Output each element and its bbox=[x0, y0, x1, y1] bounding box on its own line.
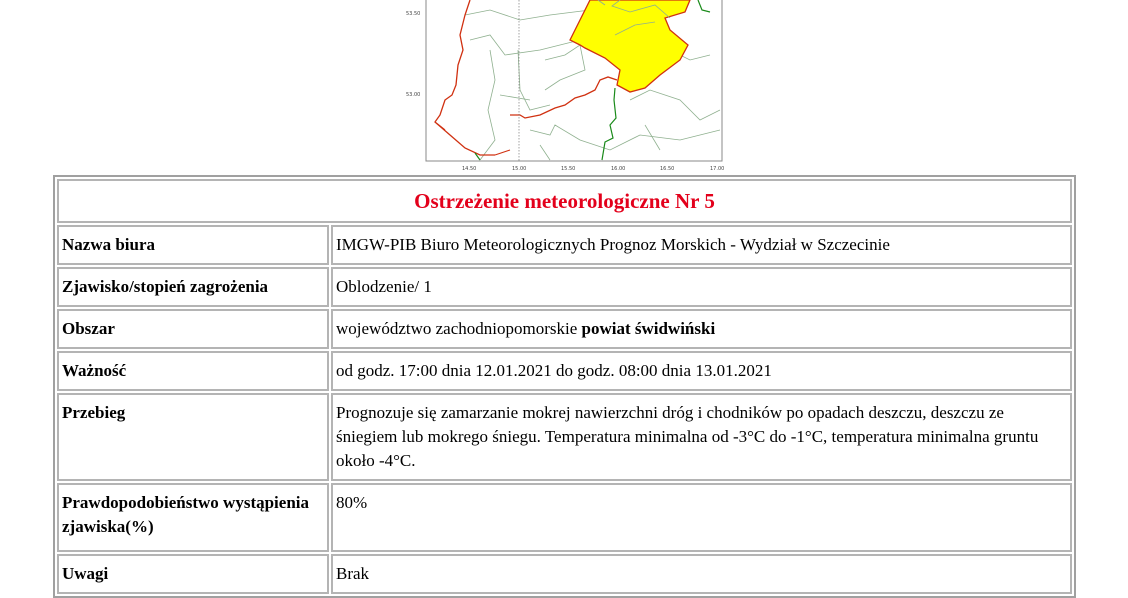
table-row: Prawdopodobieństwo wystąpienia zjawiska(… bbox=[57, 483, 1072, 552]
voivodeship-border bbox=[434, 0, 495, 156]
row-label: Nazwa biura bbox=[57, 225, 329, 265]
table-row: Ważność od godz. 17:00 dnia 12.01.2021 d… bbox=[57, 351, 1072, 391]
x-tick: 15.00 bbox=[512, 166, 526, 172]
x-tick: 14.50 bbox=[462, 166, 476, 172]
row-value: Brak bbox=[331, 554, 1072, 594]
x-tick: 16.00 bbox=[611, 166, 625, 172]
x-tick: 16.50 bbox=[660, 166, 674, 172]
region-border-green bbox=[601, 87, 617, 161]
row-value: 80% bbox=[331, 483, 1072, 552]
row-label: Uwagi bbox=[57, 554, 329, 594]
row-value: Prognozuje się zamarzanie mokrej nawierz… bbox=[331, 393, 1072, 481]
area-county: powiat świdwiński bbox=[581, 319, 716, 338]
row-value: Oblodzenie/ 1 bbox=[331, 267, 1072, 307]
warning-table: Ostrzeżenie meteorologiczne Nr 5 Nazwa b… bbox=[53, 175, 1076, 598]
table-row: Przebieg Prognozuje się zamarzanie mokre… bbox=[57, 393, 1072, 481]
warning-map: 53.50 53.00 14.50 15.00 15.50 16.00 16.5… bbox=[406, 0, 724, 172]
row-value: IMGW-PIB Biuro Meteorologicznych Prognoz… bbox=[331, 225, 1072, 265]
row-label: Przebieg bbox=[57, 393, 329, 481]
y-tick: 53.50 bbox=[406, 11, 420, 17]
x-tick: 15.50 bbox=[561, 166, 575, 172]
row-label: Obszar bbox=[57, 309, 329, 349]
table-row: Nazwa biura IMGW-PIB Biuro Meteorologicz… bbox=[57, 225, 1072, 265]
row-label: Zjawisko/stopień zagrożenia bbox=[57, 267, 329, 307]
warning-area-highlight bbox=[569, 0, 691, 93]
row-label: Ważność bbox=[57, 351, 329, 391]
area-voivodeship: województwo zachodniopomorskie bbox=[336, 319, 578, 338]
row-value: od godz. 17:00 dnia 12.01.2021 do godz. … bbox=[331, 351, 1072, 391]
y-tick: 53.00 bbox=[406, 92, 420, 98]
table-row: Zjawisko/stopień zagrożenia Oblodzenie/ … bbox=[57, 267, 1072, 307]
row-label: Prawdopodobieństwo wystąpienia zjawiska(… bbox=[57, 483, 329, 552]
table-row: Uwagi Brak bbox=[57, 554, 1072, 594]
x-tick: 17.00 bbox=[710, 166, 724, 172]
table-row: Obszar województwo zachodniopomorskie po… bbox=[57, 309, 1072, 349]
map-frame bbox=[425, 0, 723, 162]
warning-title: Ostrzeżenie meteorologiczne Nr 5 bbox=[57, 179, 1072, 223]
row-value: województwo zachodniopomorskie powiat św… bbox=[331, 309, 1072, 349]
